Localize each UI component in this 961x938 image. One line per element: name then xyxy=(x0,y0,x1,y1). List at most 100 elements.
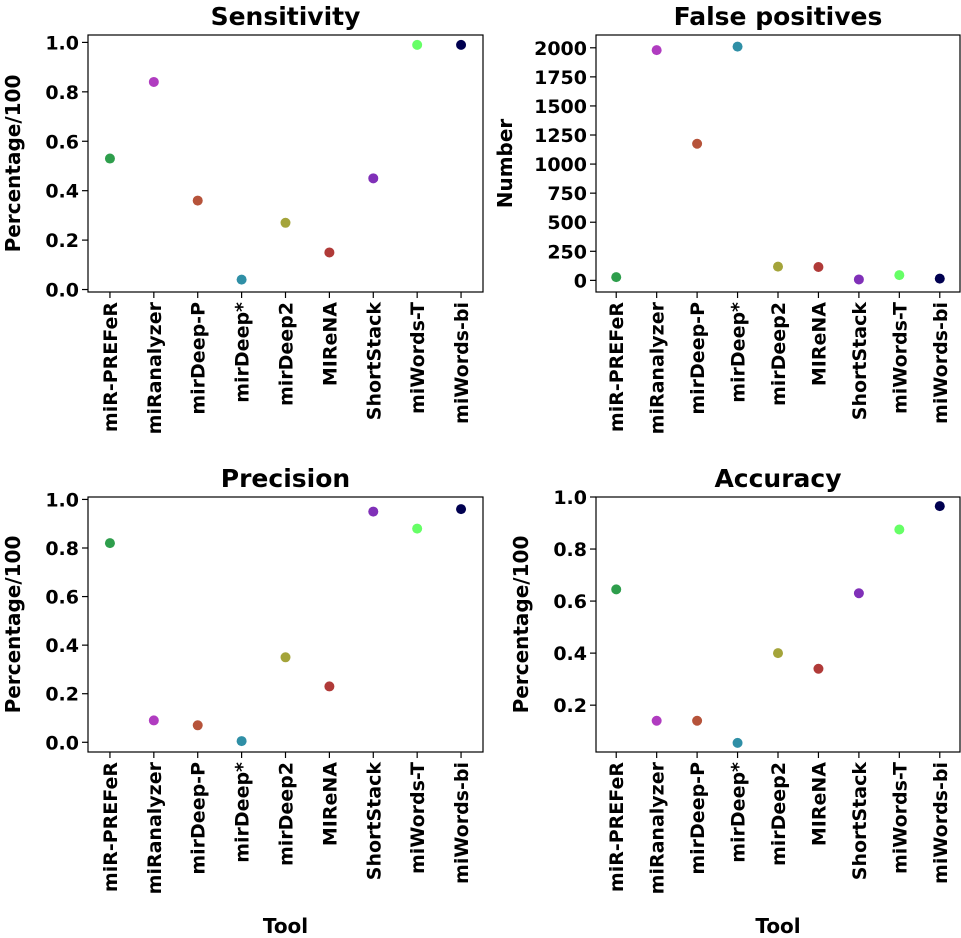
y-tick-label: 0.8 xyxy=(553,539,587,561)
x-tick-label: mirDeep* xyxy=(728,302,750,403)
y-tick-label: 0 xyxy=(574,270,587,292)
data-point xyxy=(853,588,864,599)
x-tick-label: mirDeep-P xyxy=(687,302,709,415)
data-point xyxy=(104,153,115,164)
x-tick-label: miRanalyzer xyxy=(647,301,669,434)
chart-title: Sensitivity xyxy=(211,2,361,31)
chart-title: Accuracy xyxy=(714,464,841,493)
data-point xyxy=(104,538,115,549)
y-tick-label: 1250 xyxy=(534,125,587,147)
data-point xyxy=(894,524,905,535)
x-tick-label: ShortStack xyxy=(363,762,385,881)
data-point xyxy=(692,715,703,726)
data-point xyxy=(773,648,783,659)
x-tick-label: mirDeep-P xyxy=(687,762,709,875)
x-tick-label: miRanalyzer xyxy=(144,301,166,434)
data-point xyxy=(236,736,247,747)
data-point xyxy=(773,261,783,272)
y-axis-label: Percentage/100 xyxy=(509,536,533,714)
x-tick-label: mirDeep* xyxy=(232,302,254,403)
data-point xyxy=(324,247,335,258)
data-point xyxy=(456,504,467,515)
data-point xyxy=(412,39,423,50)
data-point xyxy=(280,652,291,663)
data-point xyxy=(853,274,864,285)
y-tick-label: 1.0 xyxy=(553,487,587,509)
y-tick-label: 0.8 xyxy=(45,82,79,104)
x-tick-label: miR-PREFeR xyxy=(606,302,628,432)
x-tick-label: miWords-bi xyxy=(930,302,952,424)
x-tick-label: mirDeep2 xyxy=(768,762,790,866)
data-point xyxy=(934,501,945,512)
y-tick-label: 2000 xyxy=(534,38,587,60)
x-axis-label: Tool xyxy=(755,914,800,938)
y-tick-label: 750 xyxy=(547,183,587,205)
x-tick-label: mirDeep* xyxy=(728,762,750,863)
data-point xyxy=(412,523,423,534)
x-tick-label: miWords-bi xyxy=(930,762,952,884)
plot-frame xyxy=(595,34,961,293)
y-axis-label: Number xyxy=(493,119,517,209)
data-point xyxy=(192,720,203,731)
y-tick-label: 1.0 xyxy=(45,489,79,511)
data-point xyxy=(148,715,159,726)
chart-title: False positives xyxy=(674,2,883,31)
x-tick-label: MIReNA xyxy=(808,302,830,386)
y-axis-label: Percentage/100 xyxy=(1,75,25,253)
data-point xyxy=(813,663,824,674)
y-tick-label: 0.0 xyxy=(45,280,79,302)
y-tick-label: 1.0 xyxy=(45,32,79,54)
data-point xyxy=(192,195,203,206)
x-tick-label: MIReNA xyxy=(319,762,341,846)
x-tick-label: mirDeep2 xyxy=(768,302,790,406)
data-point xyxy=(368,173,379,184)
x-tick-label: miRanalyzer xyxy=(647,761,669,894)
x-tick-label: miWords-T xyxy=(407,762,429,874)
x-tick-label: ShortStack xyxy=(849,302,871,421)
y-tick-label: 1000 xyxy=(534,154,587,176)
x-tick-label: ShortStack xyxy=(849,762,871,881)
data-point xyxy=(732,737,743,748)
x-tick-label: miWords-bi xyxy=(451,302,473,424)
data-point xyxy=(934,273,945,284)
data-point xyxy=(611,272,622,283)
y-tick-label: 0.2 xyxy=(45,230,79,252)
plot-frame xyxy=(595,496,961,753)
y-tick-label: 0.2 xyxy=(45,684,79,706)
y-tick-label: 250 xyxy=(547,241,587,263)
y-tick-label: 0.8 xyxy=(45,538,79,560)
x-tick-label: MIReNA xyxy=(808,762,830,846)
y-tick-label: 0.4 xyxy=(45,181,79,203)
x-tick-label: miR-PREFeR xyxy=(100,762,122,892)
y-tick-label: 0.4 xyxy=(45,635,79,657)
data-point xyxy=(692,138,703,149)
data-point xyxy=(280,217,291,228)
x-tick-label: MIReNA xyxy=(319,302,341,386)
data-point xyxy=(894,270,905,281)
x-axis-label: Tool xyxy=(263,914,308,938)
x-tick-label: miWords-T xyxy=(889,762,911,874)
y-tick-label: 0.6 xyxy=(553,591,587,613)
data-point xyxy=(813,261,824,272)
x-tick-label: mirDeep2 xyxy=(276,302,298,406)
data-point xyxy=(324,681,335,692)
x-tick-label: miWords-bi xyxy=(451,762,473,884)
plot-frame xyxy=(87,34,484,293)
x-tick-label: mirDeep-P xyxy=(188,302,210,415)
y-tick-label: 0.6 xyxy=(45,587,79,609)
data-point xyxy=(732,41,743,52)
y-tick-label: 1500 xyxy=(534,96,587,118)
data-point xyxy=(456,39,467,50)
y-axis-label: Percentage/100 xyxy=(1,536,25,714)
x-tick-label: mirDeep* xyxy=(232,762,254,863)
y-tick-label: 0.2 xyxy=(553,695,587,717)
x-tick-label: miR-PREFeR xyxy=(606,762,628,892)
y-tick-label: 0.4 xyxy=(553,643,587,665)
data-point xyxy=(236,274,247,285)
x-tick-label: miR-PREFeR xyxy=(100,302,122,432)
x-tick-label: mirDeep-P xyxy=(188,762,210,875)
data-point xyxy=(148,76,159,87)
x-tick-label: mirDeep2 xyxy=(276,762,298,866)
y-tick-label: 500 xyxy=(547,212,587,234)
